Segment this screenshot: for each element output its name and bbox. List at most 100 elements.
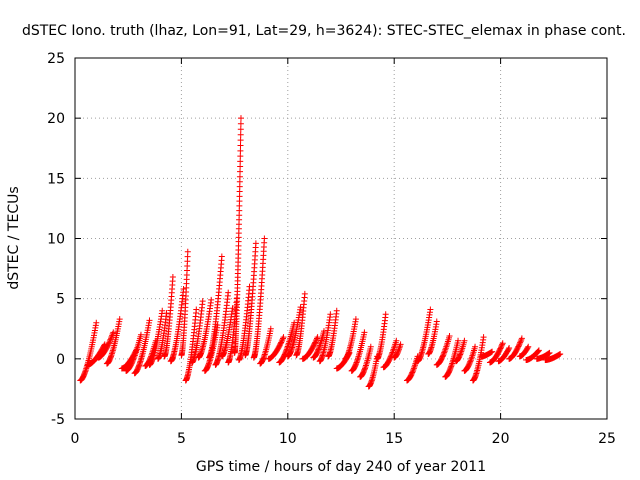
- data-point: [488, 349, 495, 356]
- data-point: [408, 370, 415, 377]
- x-tick-label: 20: [492, 431, 510, 447]
- data-point: [315, 345, 322, 352]
- x-tick-label: 15: [385, 431, 403, 447]
- y-tick-label: 15: [47, 171, 65, 187]
- data-point: [410, 366, 417, 373]
- data-point: [312, 338, 319, 345]
- data-point: [456, 352, 463, 359]
- x-tick-label: 25: [598, 431, 616, 447]
- data-point: [131, 352, 138, 359]
- data-point: [535, 347, 542, 354]
- data-point: [466, 361, 473, 368]
- data-point: [427, 306, 434, 313]
- data-point: [208, 296, 215, 303]
- data-point: [367, 343, 374, 350]
- data-point: [106, 339, 113, 346]
- y-tick-label: 20: [47, 111, 65, 127]
- data-point: [457, 351, 464, 358]
- data-point: [159, 307, 166, 314]
- y-tick-label: 5: [56, 292, 65, 308]
- data-point: [352, 316, 359, 323]
- data-point: [472, 343, 479, 350]
- data-point: [279, 336, 286, 343]
- data-point: [237, 115, 244, 122]
- data-point: [333, 307, 340, 314]
- data-point: [237, 142, 244, 149]
- data-point: [199, 298, 206, 305]
- data-point: [455, 337, 462, 344]
- data-point: [110, 329, 117, 336]
- data-point: [237, 153, 244, 160]
- x-tick-label: 10: [279, 431, 297, 447]
- data-point: [506, 345, 513, 352]
- data-point: [457, 350, 464, 357]
- data-point: [535, 348, 542, 355]
- data-point: [505, 346, 512, 353]
- data-point: [515, 342, 522, 349]
- data-point: [267, 325, 274, 332]
- data-point: [130, 356, 137, 363]
- x-tick-label: 5: [177, 431, 186, 447]
- plot-frame: [74, 57, 608, 420]
- data-point: [279, 335, 286, 342]
- data-point: [489, 348, 496, 355]
- y-tick-label: 10: [47, 232, 65, 248]
- data-point: [545, 350, 552, 357]
- data-point: [280, 334, 287, 341]
- data-point: [237, 147, 244, 154]
- data-point: [237, 131, 244, 138]
- data-point: [236, 173, 243, 180]
- data-point: [361, 329, 368, 336]
- data-point: [93, 319, 100, 326]
- data-point: [237, 158, 244, 165]
- data-point: [108, 333, 115, 340]
- data-point: [315, 346, 322, 353]
- x-tick-label: 0: [71, 431, 80, 447]
- data-point: [297, 304, 304, 311]
- data-point: [129, 357, 136, 364]
- data-point: [312, 339, 319, 346]
- grid: [75, 58, 607, 419]
- data-point: [409, 368, 416, 375]
- data-point: [516, 340, 523, 347]
- data-point: [301, 290, 308, 297]
- data-point: [278, 339, 285, 346]
- data-point: [517, 339, 524, 346]
- data-point: [525, 343, 532, 350]
- data-point: [461, 337, 468, 344]
- data-point: [467, 358, 474, 365]
- data-point: [237, 126, 244, 133]
- data-point: [518, 336, 525, 343]
- data-point: [545, 350, 552, 357]
- data-point: [316, 343, 323, 350]
- y-tick-label: -5: [51, 412, 65, 428]
- data-point: [499, 341, 506, 348]
- data-point: [229, 305, 236, 312]
- data-point: [314, 347, 321, 354]
- data-point: [116, 316, 123, 323]
- data-point: [130, 355, 137, 362]
- data-point: [394, 350, 401, 357]
- data-point: [395, 347, 402, 354]
- data-point: [393, 337, 400, 344]
- data-point: [146, 317, 153, 324]
- data-point: [446, 332, 453, 339]
- data-point: [137, 331, 144, 338]
- data-point: [394, 349, 401, 356]
- data-point: [439, 353, 446, 360]
- data-point: [440, 352, 447, 359]
- data-point: [106, 338, 113, 345]
- data-point: [108, 335, 115, 342]
- data-point: [480, 334, 487, 341]
- data-point: [313, 336, 320, 343]
- data-point: [515, 343, 522, 350]
- data-point: [180, 286, 187, 293]
- data-point: [237, 137, 244, 144]
- data-point: [107, 336, 114, 343]
- data-point: [327, 311, 334, 318]
- data-point: [546, 349, 553, 356]
- data-point: [433, 318, 440, 325]
- data-point: [131, 353, 138, 360]
